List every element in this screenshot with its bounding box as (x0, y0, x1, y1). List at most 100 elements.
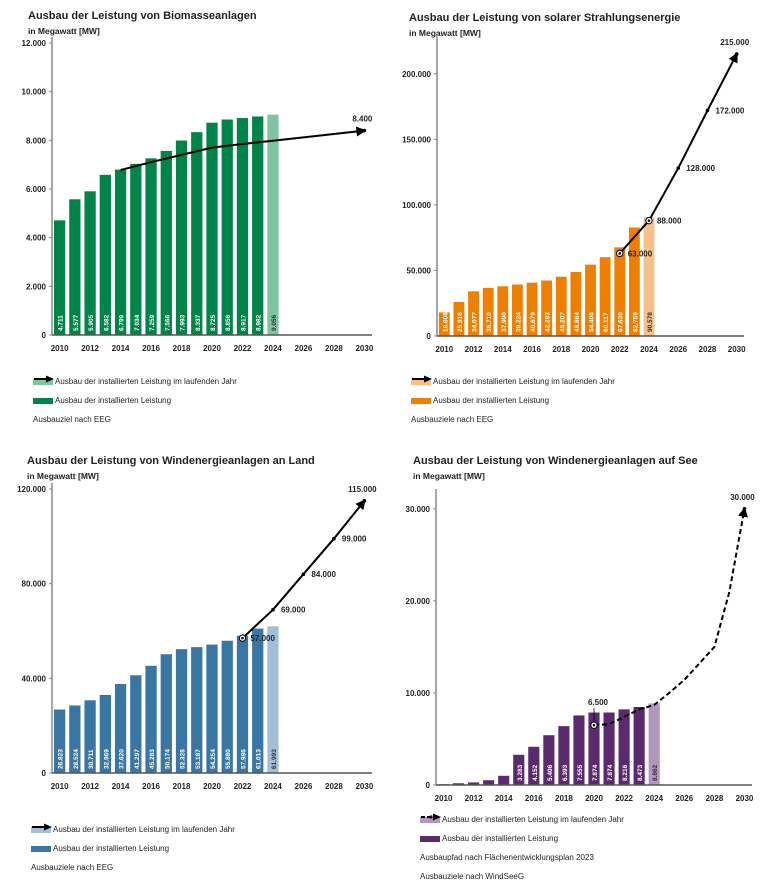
legend-label: Ausbau der installierten Leistung (55, 396, 172, 405)
target-point-label: 63.000 (628, 249, 653, 258)
x-tick-label: 2014 (112, 782, 130, 791)
bar-2011 (453, 302, 465, 336)
x-tick-label: 2026 (675, 794, 693, 803)
bar-value-label: 54.406 (589, 312, 596, 332)
y-tick-label: 100.000 (402, 201, 431, 210)
target-point-marker (705, 108, 710, 113)
legend-item-swatch: Ausbau der installierten Leistung im lau… (420, 813, 624, 826)
bar-2020 (585, 264, 596, 336)
bar-value-label: 60.117 (603, 312, 610, 332)
y-tick-label: 0 (427, 332, 432, 341)
x-tick-label: 2012 (81, 782, 99, 791)
target-point-marker (362, 128, 367, 133)
legend-swatch-icon (31, 826, 51, 833)
legend-label: Ausbau der installierten Leistung im lau… (53, 825, 235, 834)
bar-value-label: 82.759 (632, 312, 639, 332)
x-tick-label: 2014 (494, 345, 512, 354)
legend-dot-icon (429, 815, 433, 819)
bar-2021 (221, 119, 233, 335)
bar-value-label: 55.880 (225, 749, 232, 769)
chart-title: Ausbau der Leistung von Biomasseanlagen (28, 10, 257, 22)
bar-value-label: 67.630 (618, 312, 625, 332)
bar-value-label: 7.874 (607, 764, 614, 781)
bar-2021 (599, 257, 611, 336)
chart-title: Ausbau der Leistung von Windenergieanlag… (27, 455, 315, 467)
target-point-label: 115.000 (348, 485, 377, 494)
target-point-label: 99.000 (342, 535, 367, 544)
bar-2016 (528, 746, 540, 785)
bar-2011 (453, 783, 465, 785)
bar-2016 (145, 158, 157, 335)
legend-label: Ausbauziele nach WindSeeG (420, 872, 525, 881)
bar-2012 (468, 782, 480, 785)
bar-value-label: 7.034 (134, 314, 141, 331)
legend-item-dot: Ausbauziele nach WindSeeG (420, 815, 624, 883)
x-tick-label: 2016 (523, 345, 541, 354)
x-tick-label: 2018 (173, 782, 191, 791)
bar-2017 (541, 280, 553, 336)
bar-value-label: 8.917 (240, 314, 247, 331)
bar-2015 (513, 754, 525, 785)
legend-label: Ausbau der installierten Leistung im lau… (433, 377, 615, 386)
bar-value-label: 8.856 (225, 314, 232, 331)
chart-plot: 0 50.000 100.000 150.000 200.000 18.006 25.916… (402, 35, 750, 354)
bar-2024 (267, 626, 279, 773)
bar-2018 (555, 276, 567, 336)
legend-item-swatch: Ausbau der installierten Leistung (420, 832, 624, 845)
bar-2023 (252, 628, 264, 773)
y-tick-label: 80.000 (22, 580, 47, 589)
target-line (593, 506, 748, 727)
bar-value-label: 8.862 (652, 764, 659, 781)
y-tick-label: 0 (42, 769, 47, 778)
bar-value-label: 42.293 (545, 312, 552, 332)
bar-2022 (236, 635, 249, 773)
target-point-label: 6.500 (588, 698, 609, 707)
chart-plot: 0 10.000 20.000 30.000 3.283 4.152 5.406 6.393 7… (406, 489, 755, 803)
legend-swatch-icon (420, 835, 440, 842)
target-point-marker (742, 507, 747, 511)
chart-legend: Ausbau der installierten Leistung im lau… (420, 813, 624, 889)
legend-item-swatch: Ausbau der installierten Leistung (33, 394, 237, 407)
bar-2019 (191, 647, 203, 773)
bar-value-label: 7.555 (577, 764, 584, 781)
legend-label: Ausbau der installierten Leistung (442, 834, 559, 843)
target-point-marker (734, 52, 739, 56)
bar-value-label: 18.006 (442, 312, 449, 332)
bar-2018 (175, 140, 188, 335)
legend-swatch-icon (420, 816, 440, 823)
x-tick-label: 2028 (325, 344, 343, 353)
bar-value-label: 3.283 (517, 764, 524, 781)
chart-panel-biomass: Ausbau der Leistung von Biomasseanlagen … (0, 0, 390, 440)
x-tick-label: 2030 (728, 345, 746, 354)
bar-value-label: 37.900 (501, 312, 508, 332)
target-point-label: 84.000 (311, 570, 336, 579)
x-tick-label: 2010 (435, 345, 453, 354)
bar-2020 (588, 712, 600, 785)
bar-2022 (236, 118, 249, 335)
legend-dashed-arrow-icon (421, 813, 441, 821)
bar-2016 (526, 282, 538, 336)
bar-value-label: 90.578 (647, 312, 654, 332)
bar-value-label: 53.187 (195, 749, 202, 769)
bar-2010 (53, 709, 66, 773)
target-point-marker (362, 499, 367, 503)
target-point-marker (301, 572, 306, 576)
bar-value-label: 37.620 (119, 749, 126, 769)
legend-swatch-icon (33, 397, 53, 404)
chart-subtitle: in Megawatt [MW] (28, 26, 100, 36)
chart-panel-solar: Ausbau der Leistung von solarer Strahlun… (390, 0, 777, 440)
bar-value-label: 61.013 (256, 749, 263, 769)
legend-label: Ausbau der installierten Leistung (53, 844, 170, 853)
x-tick-label: 2030 (355, 344, 373, 353)
x-tick-label: 2018 (552, 345, 570, 354)
chart-panel-wind-onshore: Ausbau der Leistung von Windenergieanlag… (0, 440, 390, 890)
chart-legend: Ausbau der installierten Leistung im lau… (31, 823, 235, 880)
x-tick-label: 2030 (736, 794, 754, 803)
bar-2014 (498, 775, 510, 785)
legend-swatch-icon (411, 397, 431, 404)
bar-2014 (497, 286, 509, 336)
target-point-label: 88.000 (657, 217, 682, 226)
x-tick-label: 2020 (203, 344, 221, 353)
x-tick-label: 2020 (585, 794, 603, 803)
x-tick-label: 2022 (611, 345, 629, 354)
